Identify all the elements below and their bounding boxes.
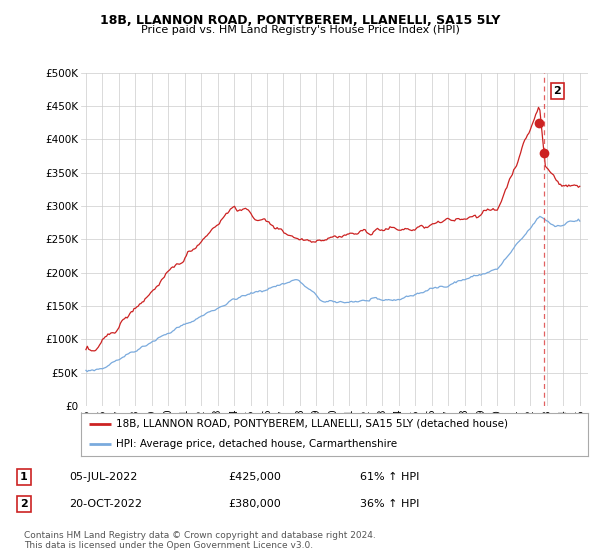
Text: 36% ↑ HPI: 36% ↑ HPI — [360, 499, 419, 509]
Text: HPI: Average price, detached house, Carmarthenshire: HPI: Average price, detached house, Carm… — [116, 439, 398, 449]
Text: 18B, LLANNON ROAD, PONTYBEREM, LLANELLI, SA15 5LY: 18B, LLANNON ROAD, PONTYBEREM, LLANELLI,… — [100, 14, 500, 27]
Text: 1: 1 — [20, 472, 28, 482]
Text: 05-JUL-2022: 05-JUL-2022 — [69, 472, 137, 482]
Text: 2: 2 — [553, 86, 561, 96]
Text: £425,000: £425,000 — [228, 472, 281, 482]
Text: £380,000: £380,000 — [228, 499, 281, 509]
Text: Price paid vs. HM Land Registry's House Price Index (HPI): Price paid vs. HM Land Registry's House … — [140, 25, 460, 35]
Text: 18B, LLANNON ROAD, PONTYBEREM, LLANELLI, SA15 5LY (detached house): 18B, LLANNON ROAD, PONTYBEREM, LLANELLI,… — [116, 419, 508, 428]
Text: 61% ↑ HPI: 61% ↑ HPI — [360, 472, 419, 482]
Text: Contains HM Land Registry data © Crown copyright and database right 2024.
This d: Contains HM Land Registry data © Crown c… — [24, 531, 376, 550]
Text: 2: 2 — [20, 499, 28, 509]
Text: 20-OCT-2022: 20-OCT-2022 — [69, 499, 142, 509]
